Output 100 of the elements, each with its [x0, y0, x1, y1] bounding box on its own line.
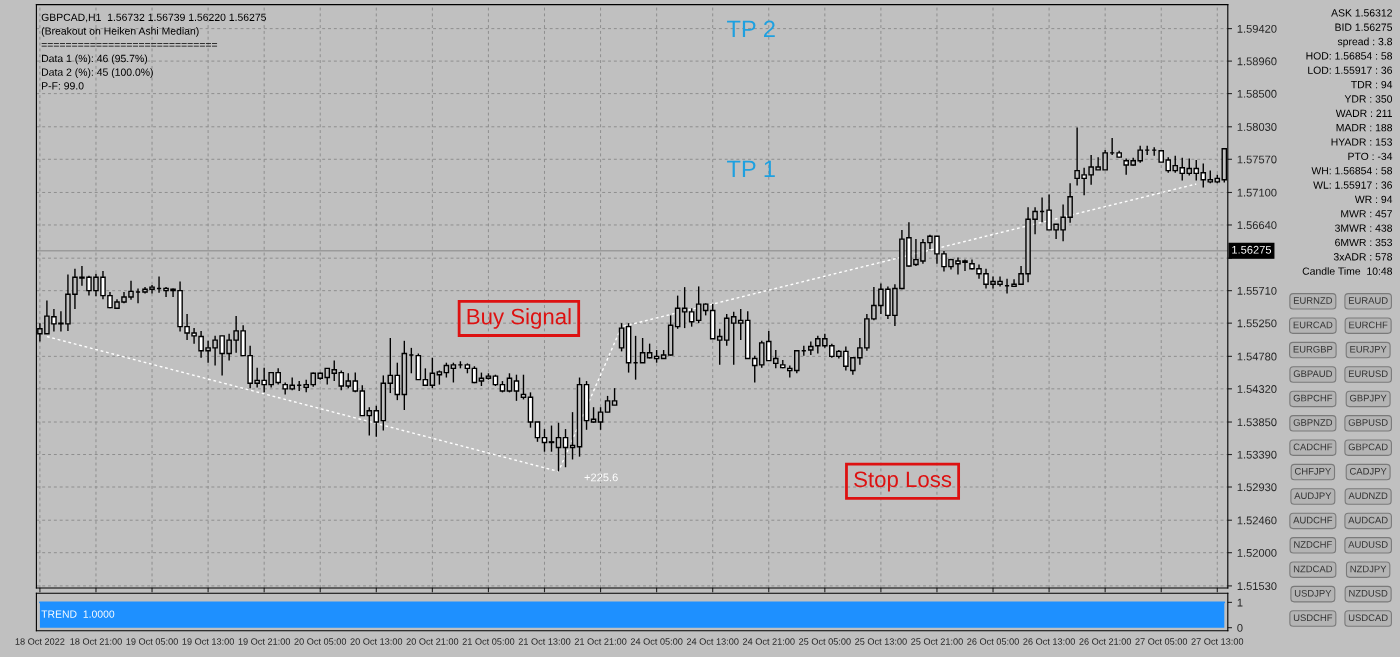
text: NZDUSD — [1349, 589, 1388, 597]
annotation: TP 1 — [727, 160, 775, 177]
text: EURGBP — [1293, 345, 1333, 353]
text: NZDCHF — [1294, 541, 1332, 548]
y-tick-label: 0 — [1237, 623, 1243, 632]
text: EURUSD — [1348, 370, 1388, 378]
y-tick-label: 1.57100 — [1237, 188, 1277, 197]
x-tick-label: 27 Oct 05:00 — [1135, 638, 1188, 645]
text: EURJPY — [1350, 346, 1387, 353]
y-tick-label: 1.52930 — [1237, 483, 1277, 492]
annotation: TREND 1.0000 — [41, 610, 115, 618]
x-tick-label: 18 Oct 21:00 — [70, 638, 122, 645]
text: NZDCAD — [1293, 565, 1333, 573]
text: CADJPY — [1350, 467, 1387, 475]
text: GBPCHF — [1293, 394, 1333, 402]
x-tick-label: 21 Oct 05:00 — [462, 638, 515, 645]
x-tick-label: 26 Oct 05:00 — [967, 638, 1019, 645]
candlestick — [597, 406, 604, 431]
annotation: Data 2 (%): 45 (100.0%) — [42, 68, 153, 78]
text: EURCAD — [1293, 321, 1333, 329]
x-tick-label: 26 Oct 13:00 — [1023, 638, 1075, 645]
text: 3MWR : 438 — [1334, 224, 1393, 232]
x-tick-label: 21 Oct 21:00 — [574, 638, 627, 645]
text: WH: 1.56854 : 58 — [1311, 167, 1393, 175]
x-tick-label: 26 Oct 21:00 — [1079, 638, 1132, 645]
text: 6MWR : 353 — [1335, 238, 1393, 247]
x-tick-label: 24 Oct 21:00 — [742, 638, 795, 645]
x-tick-label: 18 Oct 2022 — [15, 638, 65, 645]
x-tick-label: 24 Oct 13:00 — [686, 638, 739, 645]
text: spread : 3.8 — [1337, 37, 1393, 48]
y-tick-label: 1.57570 — [1237, 155, 1277, 164]
candlestick — [387, 337, 394, 394]
text: EURNZD — [1293, 297, 1333, 304]
y-tick-label: 1.54780 — [1237, 352, 1277, 361]
candlestick — [716, 328, 723, 366]
candlestick — [541, 428, 548, 453]
candlestick — [562, 428, 569, 468]
text: HYADR : 153 — [1331, 138, 1393, 146]
candlestick — [534, 421, 541, 443]
text: MADR : 188 — [1336, 123, 1393, 132]
text: PTO : -34 — [1348, 152, 1393, 161]
text: WADR : 211 — [1335, 109, 1392, 117]
candlestick — [555, 422, 562, 473]
text: GBPUSD — [1348, 419, 1388, 426]
text: AUDUSD — [1348, 541, 1388, 548]
text: Candle Time 10:48 — [1302, 267, 1393, 275]
annotation: P-F: 99.0 — [42, 82, 84, 90]
x-tick-label: 19 Oct 13:00 — [182, 638, 234, 645]
y-tick-label: 1.53390 — [1237, 450, 1277, 459]
line-series — [46, 183, 1197, 473]
y-tick-label: 1.58960 — [1237, 57, 1277, 66]
x-tick-label: 25 Oct 21:00 — [911, 638, 963, 645]
candlestick — [513, 374, 520, 402]
text: CADCHF — [1293, 443, 1333, 451]
annotation: Buy Signal — [467, 308, 571, 329]
y-tick-label: 1.58030 — [1237, 123, 1277, 131]
text: GBPJPY — [1349, 394, 1387, 402]
annotation: Stop Loss — [854, 471, 952, 492]
text: EURCHF — [1349, 321, 1388, 329]
x-tick-label: 20 Oct 13:00 — [350, 638, 403, 645]
y-tick-label: 1.59420 — [1237, 24, 1277, 33]
text: EURAUD — [1348, 297, 1388, 304]
text: WL: 1.55917 : 36 — [1313, 181, 1393, 189]
text: 3xADR : 578 — [1333, 253, 1393, 261]
text: AUDCAD — [1348, 516, 1388, 524]
candlestick — [373, 405, 380, 438]
x-tick-label: 19 Oct 21:00 — [238, 638, 291, 645]
y-tick-label: 1.54320 — [1237, 385, 1277, 393]
annotation: ============================= — [41, 43, 218, 47]
x-tick-label: 20 Oct 05:00 — [294, 638, 347, 645]
text: WR : 94 — [1354, 195, 1393, 204]
x-tick-label: 24 Oct 05:00 — [630, 638, 683, 645]
x-tick-label: 21 Oct 13:00 — [518, 638, 571, 645]
ref-line-label: 1.56275 — [1232, 245, 1272, 254]
text: MWR : 457 — [1341, 210, 1392, 218]
text: CHFJPY — [1294, 467, 1332, 475]
text: TDR : 94 — [1351, 80, 1393, 89]
text: USDCHF — [1293, 614, 1333, 622]
candlestick — [548, 424, 555, 453]
candlestick — [695, 285, 702, 324]
text: AUDNZD — [1348, 492, 1388, 500]
text: USDJPY — [1294, 589, 1332, 597]
annotation: (Breakout on Heiken Ashi Median) — [41, 27, 199, 37]
text: GBPNZD — [1293, 419, 1333, 426]
candlestick — [450, 362, 457, 384]
y-tick-label: 1.53850 — [1237, 418, 1277, 427]
text: USDCAD — [1348, 614, 1388, 622]
annotation: +225.6 — [584, 473, 618, 482]
candlestick — [681, 286, 688, 329]
text: NZDJPY — [1350, 565, 1387, 573]
y-tick-label: 1.51530 — [1237, 582, 1277, 591]
candlestick — [520, 374, 527, 401]
text: LOD: 1.55917 : 36 — [1308, 66, 1393, 74]
text: GBPCAD — [1348, 443, 1388, 451]
annotation: TP 2 — [727, 20, 775, 37]
annotation: Data 1 (%): 46 (95.7%) — [42, 54, 148, 65]
text: AUDCHF — [1293, 516, 1333, 524]
x-tick-label: 27 Oct 13:00 — [1191, 638, 1244, 645]
text: BID 1.56275 — [1335, 23, 1393, 31]
y-tick-label: 1.55710 — [1237, 286, 1277, 295]
